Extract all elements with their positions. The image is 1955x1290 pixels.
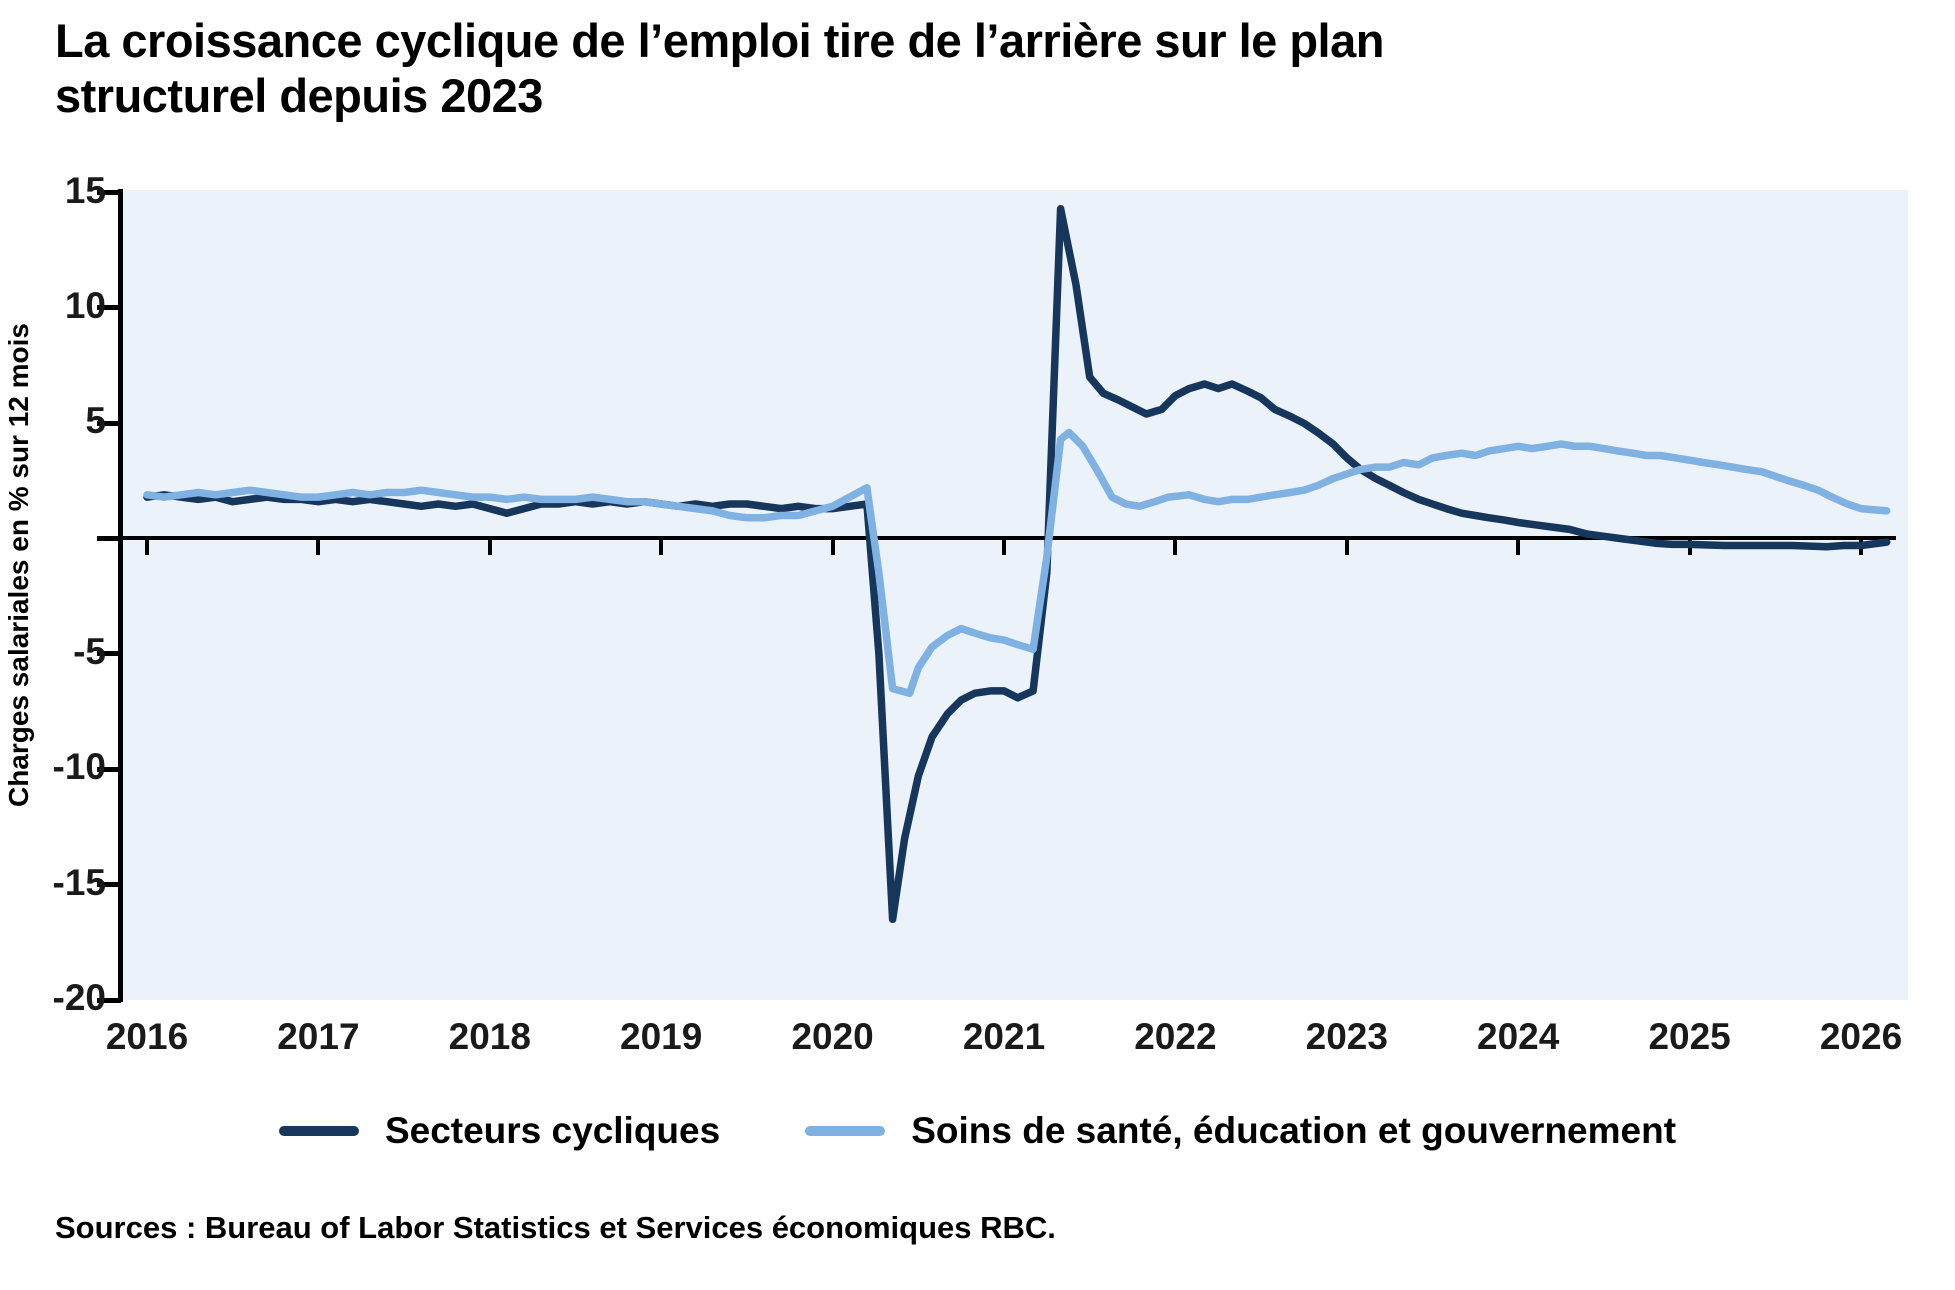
x-tick-label: 2021 [962, 1016, 1046, 1057]
x-tick-label: 2018 [448, 1016, 531, 1057]
y-axis-tick [97, 305, 121, 311]
y-tick-label: -15 [52, 861, 106, 903]
chart-title: La croissance cyclique de l’emploi tire … [55, 14, 1615, 124]
x-axis-tick [1002, 538, 1006, 555]
y-axis-tick [97, 766, 121, 772]
x-tick-label: 2022 [1134, 1016, 1217, 1057]
x-tick-label: 2024 [1477, 1016, 1560, 1057]
series-line-0 [143, 204, 1891, 924]
y-tick-label: -10 [52, 746, 106, 788]
y-axis-tick [97, 420, 121, 426]
y-axis-tick [97, 882, 121, 888]
y-axis-tick [97, 997, 121, 1003]
legend-entry-structural: Soins de santé, éducation et gouvernemen… [805, 1110, 1676, 1152]
x-axis-tick [1516, 538, 1521, 555]
x-axis-tick [1173, 538, 1178, 555]
y-tick-label: -20 [52, 977, 106, 1018]
y-tick-label: 15 [64, 169, 106, 211]
source-note: Sources : Bureau of Labor Statistics et … [55, 1210, 1056, 1245]
y-tick-label: 10 [64, 284, 106, 326]
x-tick-label: 2026 [1819, 1016, 1903, 1057]
x-axis-tick [487, 538, 492, 555]
y-axis-tick [97, 651, 121, 657]
y-axis-line [118, 189, 123, 1002]
x-tick-label: 2025 [1648, 1016, 1731, 1057]
y-tick-label: 5 [85, 400, 106, 442]
y-tick-label: -5 [73, 630, 106, 672]
series-line-1 [143, 428, 1891, 697]
legend: Secteurs cycliques Soins de santé, éduca… [0, 1110, 1955, 1152]
y-axis-tick [97, 536, 121, 542]
cyclical-line-swatch [278, 1126, 359, 1136]
x-axis-tick [659, 538, 664, 555]
x-tick-label: 2016 [105, 1016, 189, 1057]
x-tick-label: 2019 [620, 1016, 703, 1057]
x-axis-tick [316, 538, 321, 555]
x-axis-tick [1344, 538, 1349, 555]
x-tick-label: 2023 [1305, 1016, 1388, 1057]
legend-label-cyclical: Secteurs cycliques [384, 1110, 721, 1151]
x-tick-label: 2020 [791, 1016, 874, 1057]
legend-label-structural: Soins de santé, éducation et gouvernemen… [911, 1110, 1677, 1151]
chart-title-line1: La croissance cyclique de l’emploi tire … [55, 14, 1384, 67]
structural-line-swatch [805, 1126, 886, 1136]
legend-entry-cyclical: Secteurs cycliques [278, 1110, 721, 1152]
zero-baseline [120, 536, 1896, 540]
x-tick-label: 2017 [277, 1016, 360, 1057]
x-axis-tick [830, 538, 835, 555]
y-axis-tick [97, 190, 121, 196]
plot-area [121, 190, 1908, 1000]
chart-title-line2: structurel depuis 2023 [55, 68, 543, 122]
x-axis-tick [145, 538, 149, 555]
